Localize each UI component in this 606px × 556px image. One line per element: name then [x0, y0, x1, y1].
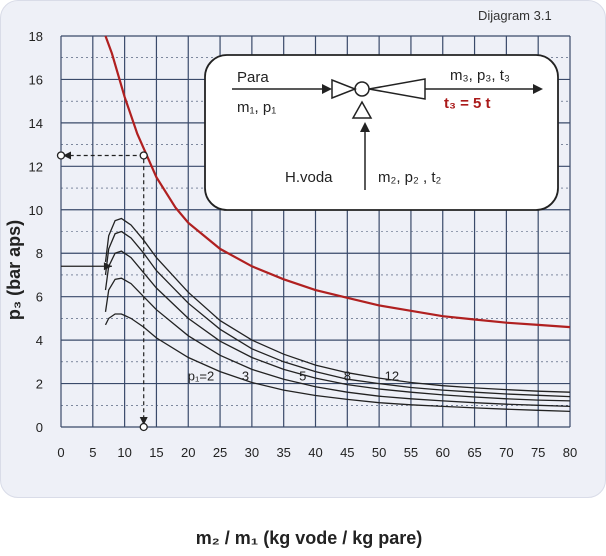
- x-tick-label-16: 80: [563, 445, 577, 460]
- example-p1-arrowhead: [103, 262, 112, 271]
- y-tick-label-0: 0: [36, 420, 43, 435]
- series-line-2: [104, 230, 571, 398]
- series-line-5: [104, 313, 571, 413]
- steam-label: Para: [237, 69, 269, 86]
- x-tick-label-7: 35: [276, 445, 290, 460]
- inset-box: Para m₁, p₁ m₃, p₃, t₃ t₃ = 5 t H.voda m…: [204, 54, 559, 211]
- y-tick-label-5: 10: [29, 203, 43, 218]
- curve-label-4: 12: [385, 368, 399, 383]
- series-line-1: [104, 217, 571, 393]
- example-point-left: [56, 151, 66, 160]
- y-tick-label-3: 6: [36, 290, 43, 305]
- x-tick-label-4: 20: [181, 445, 195, 460]
- x-tick-label-1: 5: [89, 445, 96, 460]
- x-axis-label: m₂ / m₁ (kg vode / kg pare): [196, 528, 423, 548]
- example-left-arrowhead: [63, 151, 71, 160]
- curve-label-2: 5: [299, 368, 306, 383]
- x-tick-label-11: 55: [404, 445, 418, 460]
- x-tick-label-12: 60: [436, 445, 450, 460]
- x-tick-label-10: 50: [372, 445, 386, 460]
- curve-label-0: p₁=2: [188, 368, 214, 383]
- steam-arrowhead: [322, 84, 332, 94]
- example-path: [56, 151, 148, 432]
- example-point-top: [139, 151, 148, 160]
- example-down-arrowhead: [139, 417, 148, 425]
- y-axis-label: p₃ (bar aps): [4, 220, 24, 320]
- series-line-3: [104, 250, 571, 402]
- y-ticks: 0 2 4 6 8 10 12 14 16 18: [29, 29, 43, 435]
- outlet-vars: m₃, p₃, t₃: [450, 67, 510, 84]
- example-point-bottom: [139, 422, 148, 432]
- x-tick-label-3: 15: [149, 445, 163, 460]
- x-tick-label-14: 70: [499, 445, 513, 460]
- x-tick-label-13: 65: [467, 445, 481, 460]
- curve-label-3: 8: [344, 368, 351, 383]
- curve-labels: p₁=2 3 5 8 12: [188, 368, 399, 383]
- x-tick-label-5: 25: [213, 445, 227, 460]
- outlet-arrowhead: [533, 84, 543, 94]
- nozzle-icon: [331, 78, 358, 100]
- x-ticks: 0 5 10 15 20 25 30 35 40 45 50 55 60 65 70 75 80: [57, 445, 577, 460]
- outlet-temp: t₃ = 5 t: [444, 95, 491, 112]
- x-tick-label-2: 10: [117, 445, 131, 460]
- x-tick-label-15: 75: [531, 445, 545, 460]
- y-tick-label-9: 18: [29, 29, 43, 44]
- x-tick-label-6: 30: [245, 445, 259, 460]
- x-tick-label-0: 0: [57, 445, 64, 460]
- y-tick-label-2: 4: [36, 333, 43, 348]
- water-label: H.voda: [285, 169, 333, 186]
- series-line-0: [104, 35, 571, 329]
- steam-vars: m₁, p₁: [237, 99, 276, 116]
- y-tick-label-1: 2: [36, 377, 43, 392]
- curve-label-1: 3: [242, 368, 249, 383]
- water-arrowhead: [360, 122, 370, 132]
- water-vars: m₂, p₂ , t₂: [378, 169, 441, 186]
- x-tick-label-9: 45: [340, 445, 354, 460]
- y-tick-label-7: 14: [29, 116, 43, 131]
- series-group: [104, 35, 571, 413]
- y-tick-label-6: 12: [29, 159, 43, 174]
- y-tick-label-4: 8: [36, 246, 43, 261]
- x-tick-label-8: 40: [308, 445, 322, 460]
- series-line-4: [104, 277, 571, 408]
- diagram-label: Dijagram 3.1: [478, 8, 552, 23]
- y-tick-label-8: 16: [29, 72, 43, 87]
- water-inlet-icon: [351, 100, 373, 119]
